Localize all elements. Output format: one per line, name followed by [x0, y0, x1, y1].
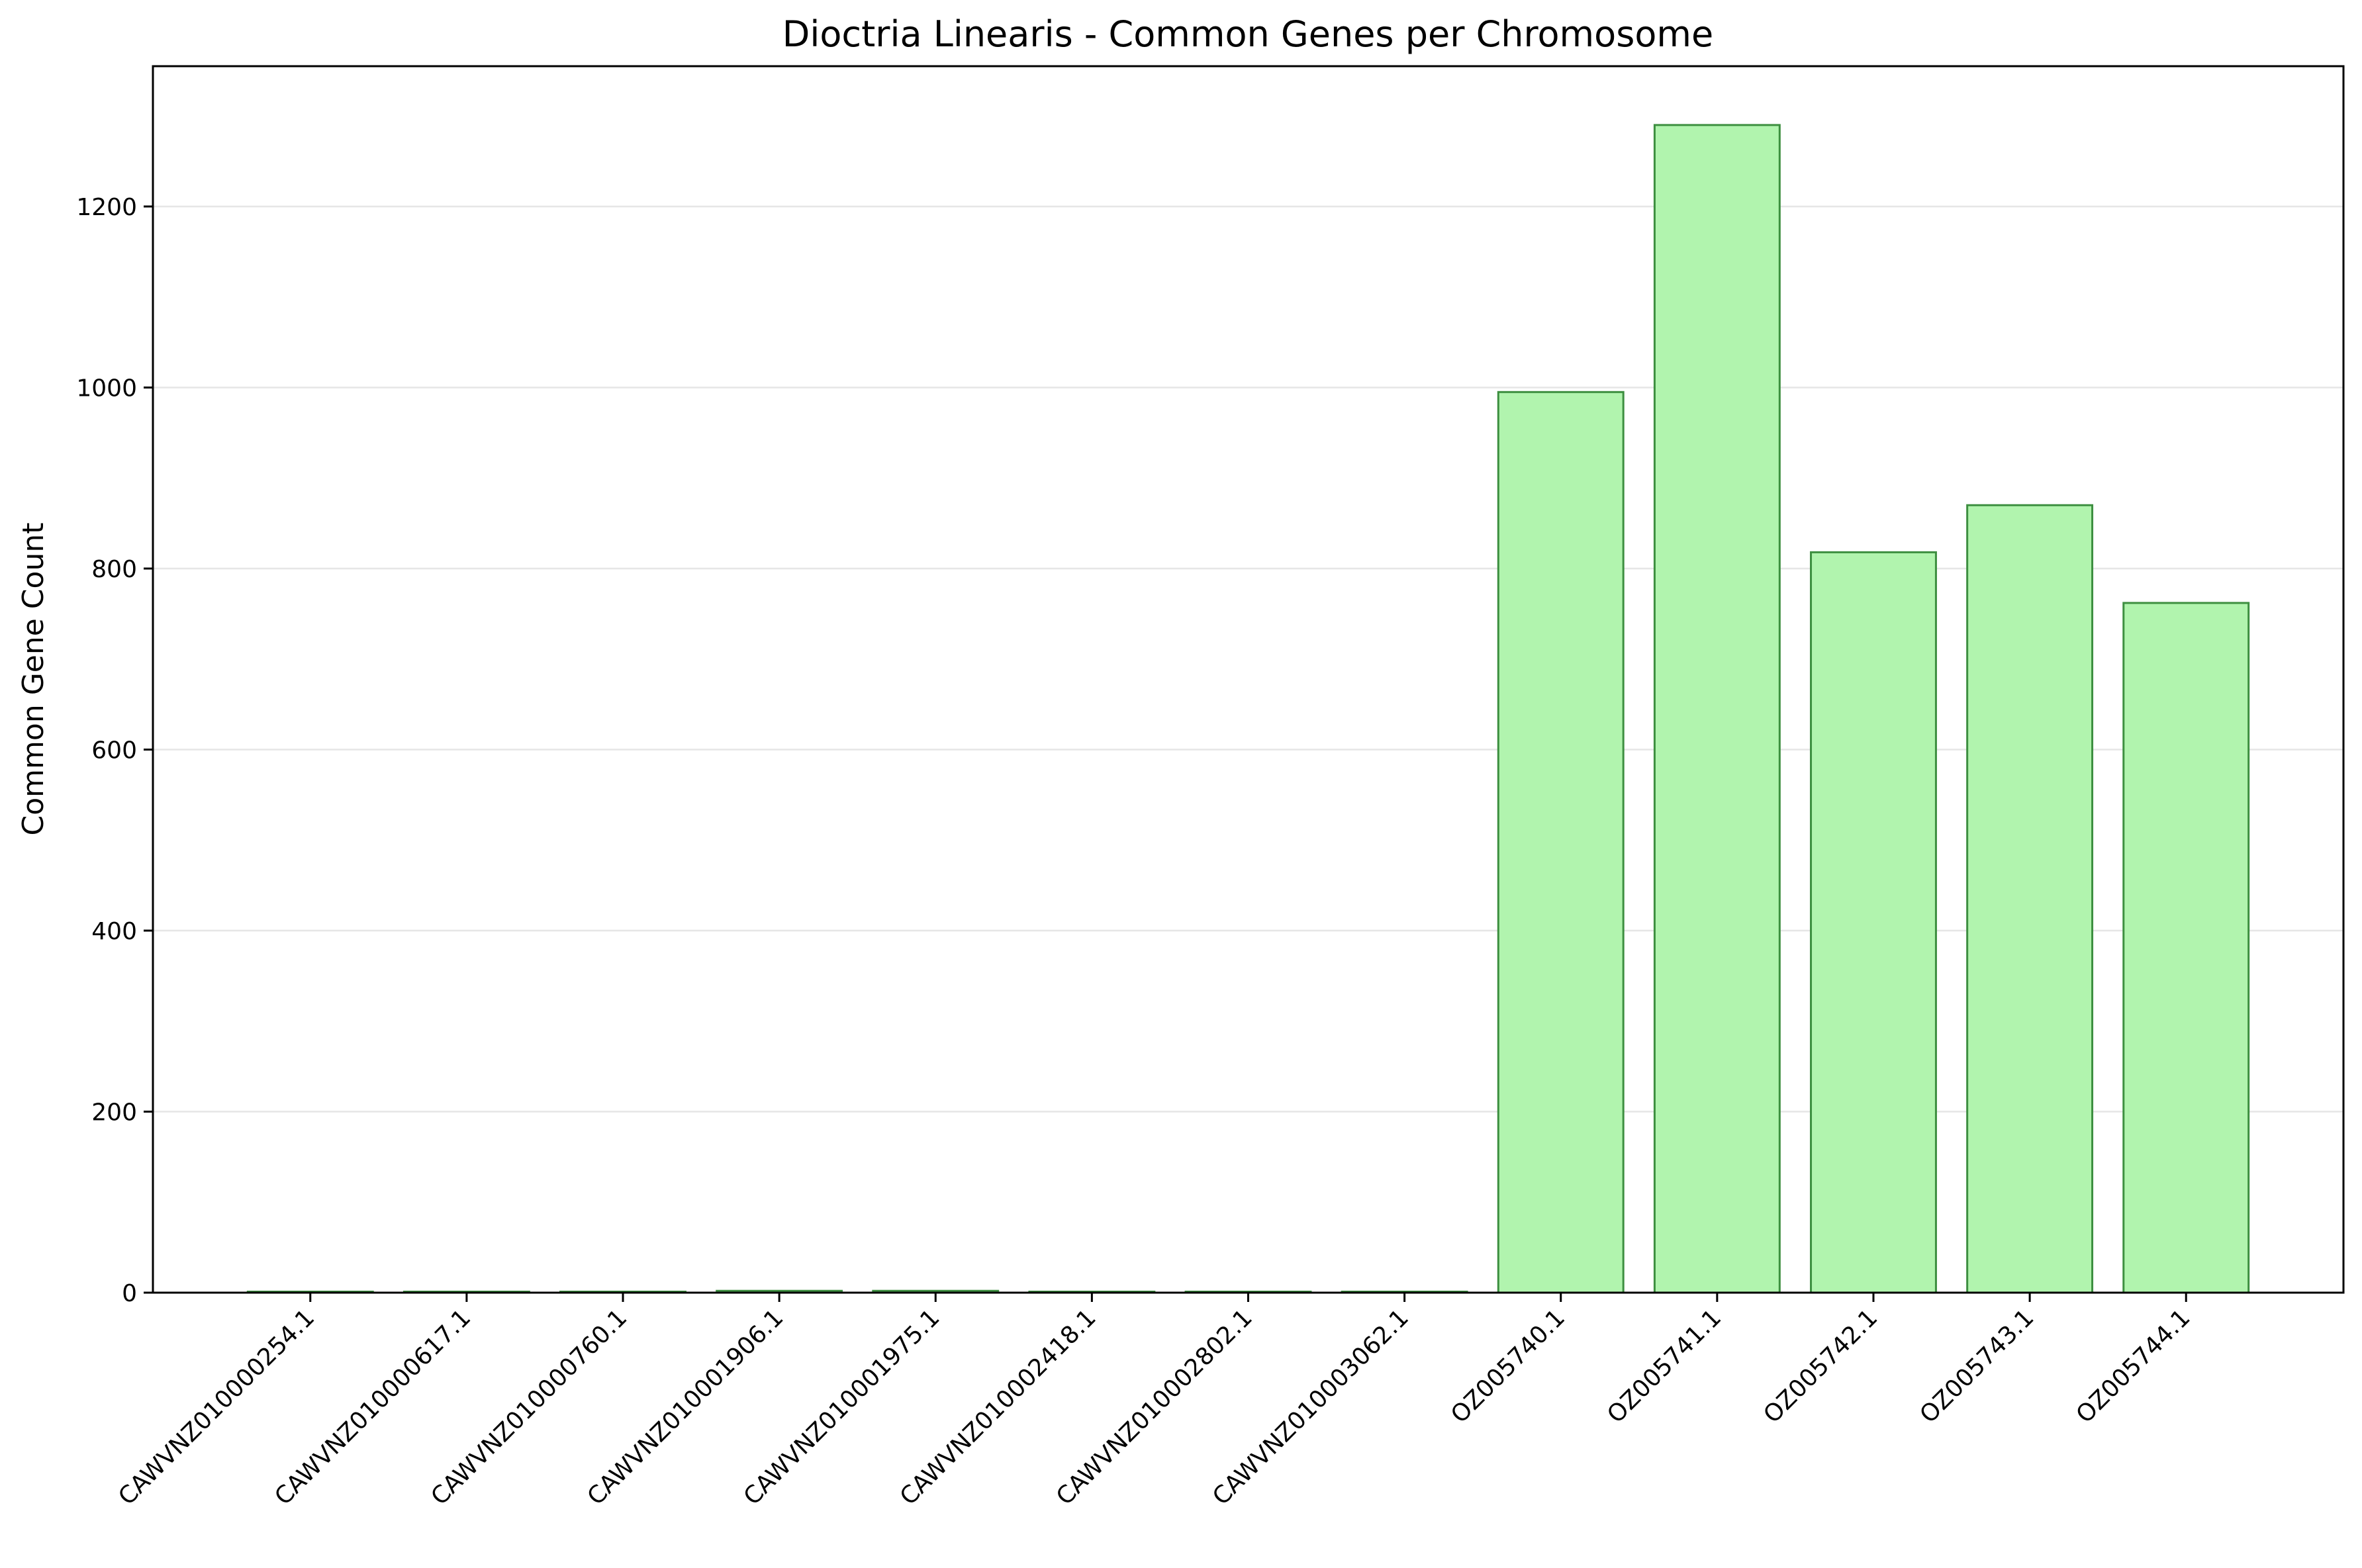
x-tick-label: OZ005740.1 — [1446, 1304, 1570, 1428]
x-tick-label: OZ005741.1 — [1602, 1304, 1726, 1428]
y-tick-label: 0 — [122, 1280, 137, 1307]
x-tick-label: OZ005742.1 — [1758, 1304, 1883, 1428]
y-tick-label: 200 — [91, 1099, 137, 1126]
y-axis-ticks: 0 200 400 600 800 1000 1200 — [76, 194, 153, 1307]
x-tick-label: OZ005743.1 — [1915, 1304, 2040, 1428]
bars — [246, 124, 2250, 1294]
x-axis-ticks: CAWVNZ010000254.1CAWVNZ010000617.1CAWVNZ… — [113, 1293, 2196, 1510]
y-tick-label: 1200 — [76, 194, 137, 221]
bar — [1966, 504, 2094, 1294]
y-tick-label: 400 — [91, 918, 137, 945]
bar — [1810, 551, 1937, 1294]
bar — [2122, 602, 2250, 1294]
bar — [1653, 124, 1781, 1294]
chart-title: Dioctria Linearis - Common Genes per Chr… — [782, 13, 1713, 55]
plot-frame — [152, 65, 2345, 1294]
bar — [1497, 391, 1625, 1294]
y-axis-label: Common Gene Count — [17, 523, 50, 836]
y-tick-label: 1000 — [76, 375, 137, 402]
x-tick-label: OZ005744.1 — [2071, 1304, 2196, 1428]
y-tick-label: 800 — [91, 556, 137, 583]
y-tick-label: 600 — [91, 737, 137, 764]
